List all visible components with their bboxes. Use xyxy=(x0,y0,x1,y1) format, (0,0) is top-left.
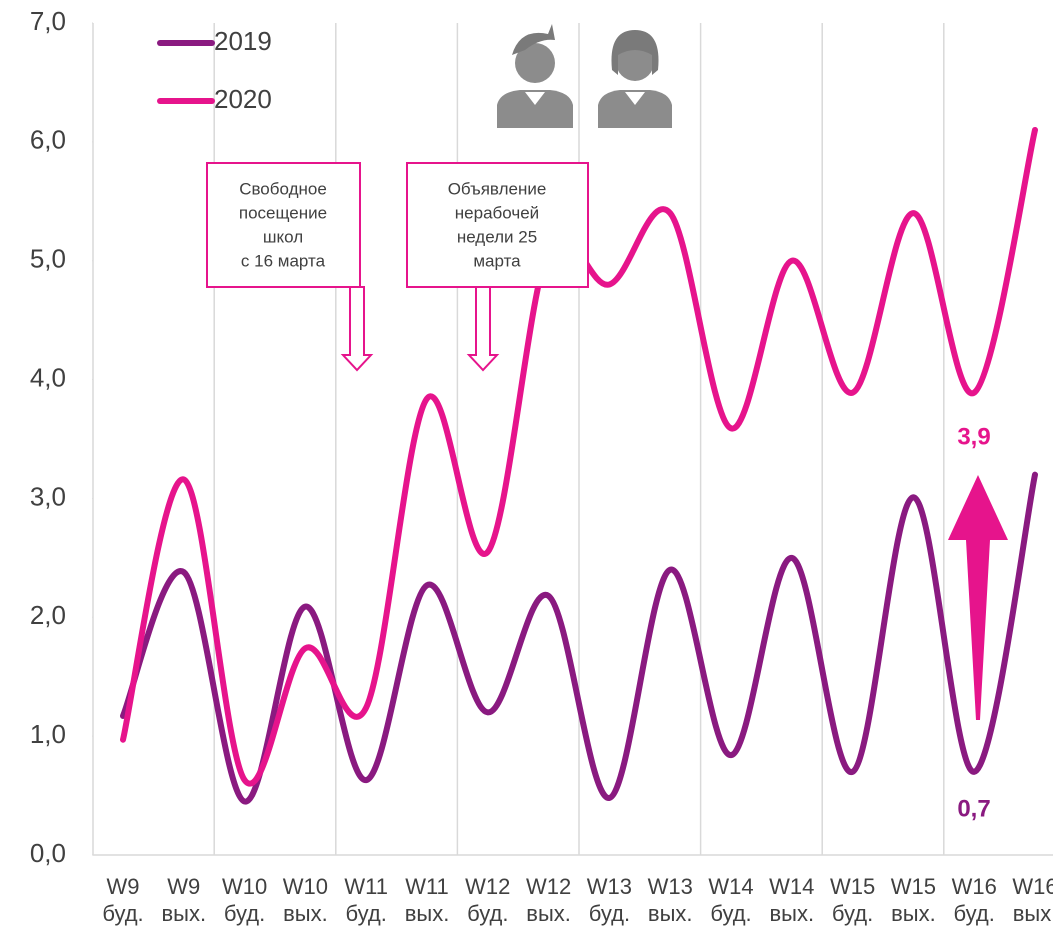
x-tick-label: вых. xyxy=(769,901,814,926)
y-tick-label: 5,0 xyxy=(30,244,66,274)
x-tick-label: буд. xyxy=(346,901,387,926)
annotation-text: марта xyxy=(473,251,521,270)
x-tick-label: W13 xyxy=(648,874,693,899)
x-tick-label: W13 xyxy=(587,874,632,899)
x-tick-label: W12 xyxy=(465,874,510,899)
x-tick-label: W16 xyxy=(952,874,997,899)
x-tick-label: буд. xyxy=(589,901,630,926)
y-tick-label: 2,0 xyxy=(30,600,66,630)
x-tick-label: вых. xyxy=(161,901,206,926)
x-tick-label: буд. xyxy=(954,901,995,926)
x-tick-label: буд. xyxy=(102,901,143,926)
x-tick-label: буд. xyxy=(467,901,508,926)
x-tick-label: W9 xyxy=(167,874,200,899)
icons xyxy=(497,24,672,128)
x-tick-label: буд. xyxy=(224,901,265,926)
x-tick-label: W10 xyxy=(283,874,328,899)
annotation-text: посещение xyxy=(239,203,327,222)
annotation-text: школ xyxy=(263,227,303,246)
y-tick-label: 0,0 xyxy=(30,838,66,868)
y-tick-label: 4,0 xyxy=(30,362,66,392)
annotation-text: нерабочей xyxy=(455,203,539,222)
y-tick-label: 7,0 xyxy=(30,6,66,36)
x-tick-label: W15 xyxy=(830,874,875,899)
change-arrow xyxy=(948,475,1008,720)
line xyxy=(120,471,1038,805)
legend-label: 2020 xyxy=(214,84,272,114)
legend-label: 2019 xyxy=(214,26,272,56)
annotation-label: 0,7 xyxy=(957,795,990,822)
y-tick-label: 1,0 xyxy=(30,719,66,749)
x-tick-label: W14 xyxy=(769,874,814,899)
x-tick-label: вых. xyxy=(405,901,450,926)
x-tick-label: вых. xyxy=(648,901,693,926)
annotation-boxes xyxy=(206,162,589,372)
annotation-text: Объявление xyxy=(448,179,547,198)
y-tick-label: 3,0 xyxy=(30,481,66,511)
annotation-label: 3,9 xyxy=(957,423,990,450)
x-tick-label: W11 xyxy=(344,874,388,899)
x-tick-label: вых. xyxy=(1013,901,1053,926)
x-tick-label: W12 xyxy=(526,874,571,899)
x-tick-label: буд. xyxy=(710,901,751,926)
x-tick-label: W16 xyxy=(1012,874,1053,899)
x-tick-label: вых. xyxy=(526,901,571,926)
axes: 0,01,02,03,04,05,06,07,0W9буд.W9вых.W10б… xyxy=(30,6,1053,926)
x-tick-label: вых. xyxy=(283,901,328,926)
x-tick-label: буд. xyxy=(832,901,873,926)
annotation-text: Свободное xyxy=(239,179,327,198)
x-tick-label: W9 xyxy=(107,874,140,899)
x-tick-label: W10 xyxy=(222,874,267,899)
y-tick-label: 6,0 xyxy=(30,125,66,155)
x-tick-label: вых. xyxy=(891,901,936,926)
x-tick-label: W14 xyxy=(708,874,753,899)
annotation-text: с 16 марта xyxy=(241,251,326,270)
annotation-text: недели 25 xyxy=(457,227,537,246)
x-tick-label: W11 xyxy=(405,874,449,899)
x-tick-label: W15 xyxy=(891,874,936,899)
